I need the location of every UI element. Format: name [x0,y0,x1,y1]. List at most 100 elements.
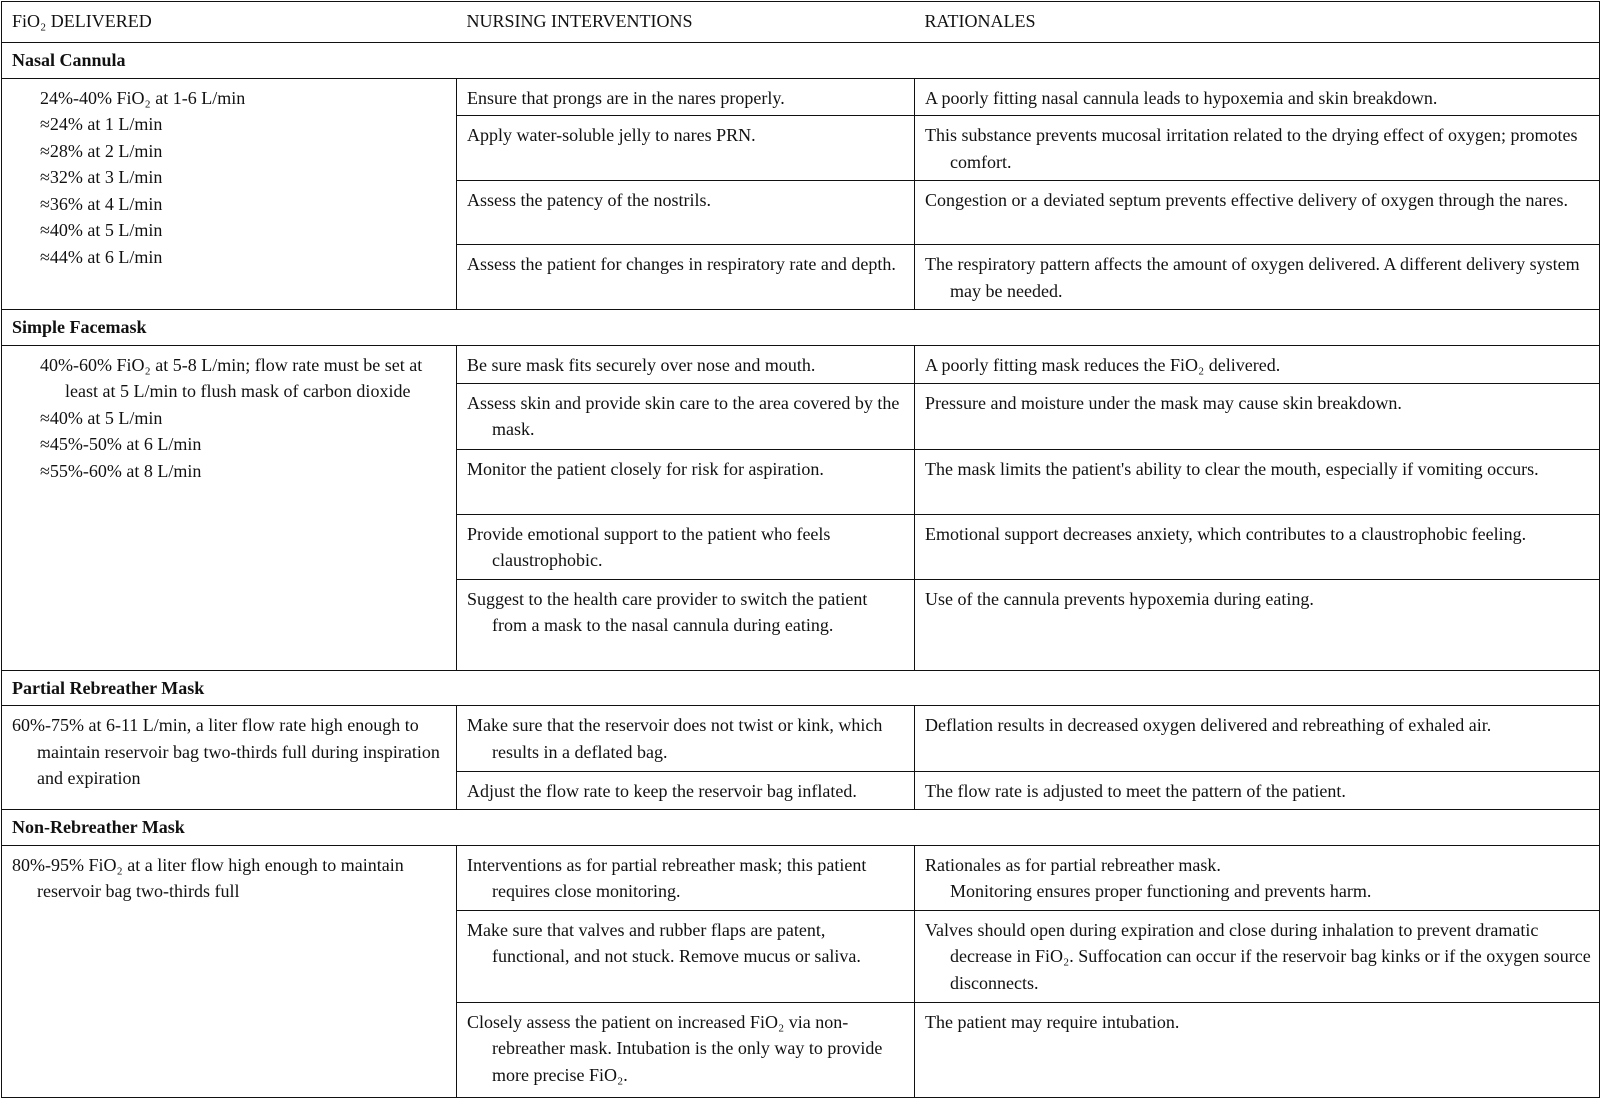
intervention-text: Monitor the patient closely for risk for… [467,458,824,479]
fio2-delivered-cell: 24%-40% FiO₂ at 1-6 L/min ≈24% at 1 L/min… [1,77,457,310]
intervention-text: Assess the patient for changes in respir… [467,254,896,274]
fio2-line: ≈24% at 1 L/min [40,114,163,134]
header-fio2-delivered: FiO₂ DELIVERED [1,1,457,43]
intervention-text: Interventions as for partial rebreather … [467,854,867,902]
fio2-line: ≈44% at 6 L/min [40,246,163,267]
intervention-cell: Make sure that valves and rubber flaps a… [456,909,915,1003]
intervention-cell: Apply water-soluble jelly to nares PRN. [456,115,915,181]
intervention-cell: Assess the patency of the nostrils. [456,180,915,245]
section-row: Simple Facemask [1,309,1600,346]
intervention-text: Adjust the flow rate to keep the reservo… [467,781,857,801]
rationale-cell: Pressure and moisture under the mask may… [914,382,1600,450]
header-nursing-interventions: NURSING INTERVENTIONS [456,1,915,43]
intervention-text: Closely assess the patient on increased … [467,1011,883,1085]
intervention-cell: Be sure mask fits securely over nose and… [456,344,915,384]
intervention-text: Be sure mask fits securely over nose and… [467,354,816,375]
intervention-cell: Monitor the patient closely for risk for… [456,448,915,515]
rationale-cell: The flow rate is adjusted to meet the pa… [914,771,1600,810]
rationale-cell: This substance prevents mucosal irritati… [914,115,1600,181]
intervention-cell: Adjust the flow rate to keep the reservo… [456,771,915,810]
rationale-text: The respiratory pattern affects the amou… [925,254,1580,301]
table-row: 24%-40% FiO₂ at 1-6 L/min ≈24% at 1 L/min… [1,77,1600,310]
table-row: Assess the patency of the nostrils. Conge… [2,180,1600,245]
table-row: 40%-60% FiO₂ at 5-8 L/min; flow rate mus… [1,344,1600,671]
rationale-text: Emotional support decreases anxiety, whi… [925,523,1527,544]
fio2-line: 60%-75% at 6-11 L/min, a liter flow rate… [12,715,440,788]
intervention-text: Assess the patency of the nostrils. [467,190,711,210]
table-row: Closely assess the patient on increased … [2,1001,1600,1098]
rationale-text: Rationales as for partial rebreather mas… [925,854,1221,875]
table-row: 80%-95% FiO₂ at a liter flow high enough… [1,844,1600,1098]
section-title: Non-Rebreather Mask [1,809,1600,846]
intervention-cell: Closely assess the patient on increased … [456,1001,915,1098]
rationale-text: Congestion or a deviated septum prevents… [925,190,1568,210]
rationale-text: A poorly fitting mask reduces the FiO₂ d… [925,354,1281,375]
table-row: Assess skin and provide skin care to the… [2,382,1600,450]
rationale-cell: The respiratory pattern affects the amou… [914,244,1600,310]
intervention-text: Apply water-soluble jelly to nares PRN. [467,125,756,145]
rationale-text: This substance prevents mucosal irritati… [925,125,1578,172]
rationale-cell: Congestion or a deviated septum prevents… [914,180,1600,245]
rationale-cell: The patient may require intubation. [914,1001,1600,1098]
intervention-cell: Interventions as for partial rebreather … [456,844,915,911]
rationale-text: Use of the cannula prevents hypoxemia du… [925,588,1314,609]
intervention-cell: Assess skin and provide skin care to the… [456,382,915,450]
rationale-text: Monitoring ensures proper functioning an… [950,881,1372,901]
fio2-delivered-cell: 60%-75% at 6-11 L/min, a liter flow rate… [1,705,457,810]
table-header-row: FiO₂ DELIVERED NURSING INTERVENTIONS RAT… [1,1,1600,43]
table-row: Adjust the flow rate to keep the reservo… [2,771,1600,810]
rationale-text: The mask limits the patient's ability to… [925,458,1539,479]
intervention-cell: Provide emotional support to the patient… [456,513,915,580]
fio2-line: ≈32% at 3 L/min [40,167,163,187]
rationale-cell: A poorly fitting nasal cannula leads to … [914,77,1600,116]
rationale-text: A poorly fitting nasal cannula leads to … [925,87,1438,108]
rationale-text: Pressure and moisture under the mask may… [925,392,1402,413]
table-row: Make sure that valves and rubber flaps a… [2,909,1600,1003]
fio2-delivered-cell: 40%-60% FiO₂ at 5-8 L/min; flow rate mus… [1,344,457,671]
rationale-cell: Valves should open during expiration and… [914,909,1600,1003]
rationale-cell: Use of the cannula prevents hypoxemia du… [914,578,1600,671]
section-title: Nasal Cannula [1,42,1600,79]
rationale-text: The patient may require intubation. [925,1011,1180,1032]
fio2-line: 80%-95% FiO₂ at a liter flow high enough… [12,854,404,902]
intervention-cell: Suggest to the health care provider to s… [456,578,915,671]
intervention-cell: Ensure that prongs are in the nares prop… [456,77,915,116]
fio2-line: ≈36% at 4 L/min [40,193,163,214]
rationale-cell: A poorly fitting mask reduces the FiO₂ d… [914,344,1600,384]
table-row: Provide emotional support to the patient… [2,513,1600,580]
fio2-line: ≈55%-60% at 8 L/min [40,460,202,481]
header-rationales: RATIONALES [914,1,1600,43]
fio2-line: ≈28% at 2 L/min [40,140,163,161]
table-row: Suggest to the health care provider to s… [2,578,1600,671]
section-row: Nasal Cannula [1,42,1600,79]
table-row: Apply water-soluble jelly to nares PRN. T… [2,115,1600,181]
section-row: Partial Rebreather Mask [1,669,1600,706]
rationale-text: Valves should open during expiration and… [925,919,1591,993]
intervention-text: Suggest to the health care provider to s… [467,588,868,636]
fio2-line: ≈40% at 5 L/min [40,407,163,428]
section-title: Partial Rebreather Mask [1,669,1600,706]
fio2-line: ≈40% at 5 L/min [40,220,163,240]
intervention-text: Make sure that valves and rubber flaps a… [467,919,861,967]
rationale-cell: Emotional support decreases anxiety, whi… [914,513,1600,580]
intervention-cell: Assess the patient for changes in respir… [456,244,915,310]
fio2-line: 24%-40% FiO₂ at 1-6 L/min [40,87,246,108]
table-row: 60%-75% at 6-11 L/min, a liter flow rate… [1,705,1600,810]
table-row: Monitor the patient closely for risk for… [2,448,1600,515]
fio2-line: ≈45%-50% at 6 L/min [40,434,202,454]
intervention-cell: Make sure that the reservoir does not tw… [456,705,915,772]
fio2-line: 40%-60% FiO₂ at 5-8 L/min; flow rate mus… [40,354,423,402]
rationale-cell: The mask limits the patient's ability to… [914,448,1600,515]
intervention-text: Make sure that the reservoir does not tw… [467,715,883,762]
rationale-text: Deflation results in decreased oxygen de… [925,715,1492,735]
table-row: Assess the patient for changes in respir… [2,244,1600,310]
intervention-text: Provide emotional support to the patient… [467,523,831,571]
section-title: Simple Facemask [1,309,1600,346]
rationale-cell: Deflation results in decreased oxygen de… [914,705,1600,772]
fio2-delivered-cell: 80%-95% FiO₂ at a liter flow high enough… [1,844,457,1098]
intervention-text: Ensure that prongs are in the nares prop… [467,87,785,108]
rationale-cell: Rationales as for partial rebreather mas… [914,844,1600,911]
rationale-text: The flow rate is adjusted to meet the pa… [925,781,1346,801]
intervention-text: Assess skin and provide skin care to the… [467,392,900,440]
